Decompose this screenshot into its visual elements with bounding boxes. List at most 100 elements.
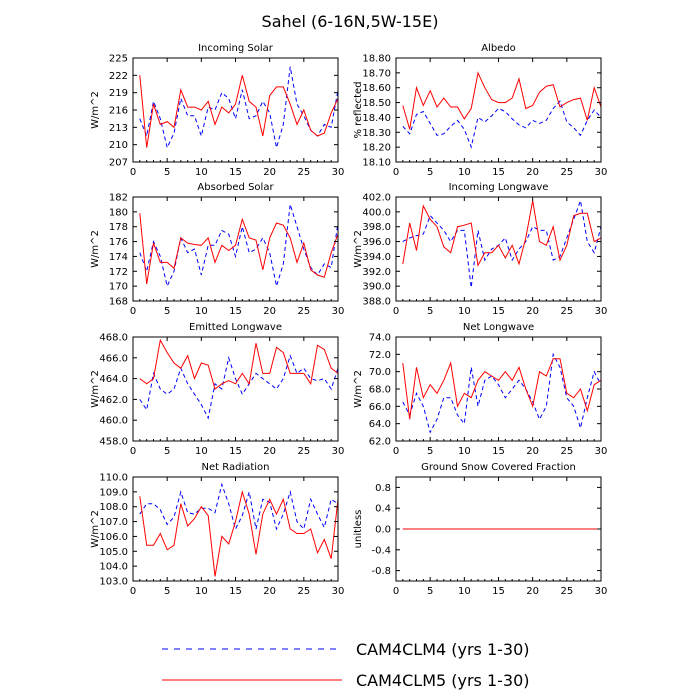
x-tick-label: 25 [297, 446, 310, 457]
series-line-emitted-longwave-cam4clm5 [139, 338, 338, 390]
panel-title-net-radiation: Net Radiation [202, 462, 270, 473]
y-tick-label: 400.0 [362, 207, 391, 218]
y-tick-label: 0.8 [375, 483, 391, 494]
plot-frame-emitted-longwave [132, 336, 339, 442]
x-tick-label: 10 [195, 586, 208, 597]
x-tick-label: 5 [427, 306, 433, 317]
y-tick-label: 18.50 [362, 98, 391, 109]
y-tick-label: 468.0 [99, 333, 128, 344]
y-tick-label: 464.0 [99, 374, 128, 385]
legend-label-cam4clm4: CAM4CLM4 (yrs 1-30) [356, 640, 530, 659]
series-line-albedo-cam4clm5 [402, 71, 601, 130]
y-tick-label: 108.0 [99, 502, 128, 513]
y-tick-label: 104.0 [99, 562, 128, 573]
x-tick-label: 0 [393, 167, 399, 178]
x-tick-label: 15 [492, 446, 505, 457]
x-tick-label: 10 [195, 167, 208, 178]
panel-net-radiation: 0 5 10 15 20 25 30 103.0 104.0 105.0 106.0 107.0 108… [90, 462, 344, 597]
x-tick-label: 10 [195, 446, 208, 457]
y-axis-label-incoming-longwave: W/m^2 [353, 230, 364, 268]
x-tick-label: 0 [393, 306, 399, 317]
x-tick-label: 0 [130, 446, 136, 457]
plot-frame-net-radiation [132, 476, 339, 582]
panel-albedo: 0 5 10 15 20 25 30 18.10 18.20 18.30 18.40 18.50 18.… [353, 43, 607, 178]
series-line-net-radiation-cam4clm4 [139, 482, 338, 531]
x-tick-label: 30 [595, 306, 608, 317]
x-tick-label: 15 [492, 586, 505, 597]
x-tick-label: 10 [458, 306, 471, 317]
x-tick-label: 25 [297, 306, 310, 317]
y-tick-label: 178 [109, 222, 128, 233]
x-tick-label: 20 [526, 586, 539, 597]
y-tick-label: 388.0 [362, 297, 391, 308]
series-line-albedo-cam4clm4 [402, 100, 601, 149]
x-tick-label: 25 [560, 306, 573, 317]
y-tick-label: 107.0 [99, 517, 128, 528]
y-tick-label: -0.8 [371, 566, 391, 577]
plot-frame-albedo [395, 57, 602, 163]
y-tick-label: 394.0 [362, 252, 391, 263]
x-tick-label: 25 [560, 446, 573, 457]
panel-absorbed-solar: 0 5 10 15 20 25 30 168 170 172 174 176 178 180 182 Abso… [90, 182, 344, 317]
y-tick-label: 18.20 [362, 143, 391, 154]
x-tick-label: 20 [263, 586, 276, 597]
x-tick-label: 0 [130, 586, 136, 597]
y-tick-label: 219 [109, 88, 128, 99]
series-line-absorbed-solar-cam4clm5 [139, 213, 338, 284]
y-tick-label: -0.4 [371, 545, 391, 556]
y-tick-label: 66.0 [369, 402, 391, 413]
x-tick-label: 5 [427, 446, 433, 457]
x-tick-label: 20 [526, 167, 539, 178]
x-tick-label: 0 [393, 446, 399, 457]
x-tick-label: 15 [229, 586, 242, 597]
panel-title-net-longwave: Net Longwave [463, 322, 534, 333]
x-tick-label: 30 [332, 167, 345, 178]
y-tick-label: 396.0 [362, 237, 391, 248]
y-tick-label: 0.0 [375, 525, 391, 536]
y-tick-label: 105.0 [99, 547, 128, 558]
y-tick-label: 210 [109, 140, 128, 151]
x-tick-label: 30 [332, 446, 345, 457]
y-tick-label: 174 [109, 252, 128, 263]
plot-frame-absorbed-solar [132, 196, 339, 302]
y-tick-label: 106.0 [99, 532, 128, 543]
panel-title-ground-snow-covered-fraction: Ground Snow Covered Fraction [421, 462, 576, 473]
y-tick-label: 18.80 [362, 54, 391, 65]
x-tick-label: 20 [263, 306, 276, 317]
x-tick-label: 20 [263, 167, 276, 178]
plot-frame-net-longwave [395, 336, 602, 442]
y-axis-label-net-radiation: W/m^2 [90, 510, 101, 548]
x-tick-label: 25 [297, 167, 310, 178]
y-axis-label-ground-snow-covered-fraction: unitless [353, 510, 364, 549]
y-tick-label: 74.0 [369, 333, 391, 344]
x-tick-label: 25 [560, 167, 573, 178]
y-tick-label: 398.0 [362, 222, 391, 233]
x-tick-label: 0 [130, 306, 136, 317]
y-tick-label: 0.4 [375, 504, 391, 515]
x-tick-label: 5 [427, 586, 433, 597]
y-tick-label: 18.40 [362, 113, 391, 124]
y-axis-label-incoming-solar: W/m^2 [90, 91, 101, 129]
y-axis-label-absorbed-solar: W/m^2 [90, 230, 101, 268]
y-tick-label: 64.0 [369, 419, 391, 430]
panel-title-incoming-solar: Incoming Solar [198, 43, 274, 54]
y-tick-label: 110.0 [99, 473, 128, 484]
panel-incoming-solar: 0 5 10 15 20 25 30 207 210 213 216 219 222 225 Incomin… [90, 43, 344, 178]
y-tick-label: 18.10 [362, 158, 391, 169]
x-tick-label: 25 [560, 586, 573, 597]
series-line-absorbed-solar-cam4clm4 [139, 204, 338, 288]
panel-title-emitted-longwave: Emitted Longwave [189, 322, 282, 333]
panel-title-incoming-longwave: Incoming Longwave [449, 182, 549, 193]
x-tick-label: 10 [458, 167, 471, 178]
y-tick-label: 172 [109, 267, 128, 278]
y-axis-label-albedo: % reflected [353, 81, 364, 138]
x-tick-label: 10 [195, 306, 208, 317]
y-tick-label: 18.70 [362, 68, 391, 79]
y-tick-label: 182 [109, 193, 128, 204]
legend: CAM4CLM4 (yrs 1-30) CAM4CLM5 (yrs 1-30) [162, 640, 530, 690]
x-tick-label: 5 [427, 167, 433, 178]
x-tick-label: 15 [229, 306, 242, 317]
x-tick-label: 30 [332, 586, 345, 597]
y-tick-label: 458.0 [99, 437, 128, 448]
